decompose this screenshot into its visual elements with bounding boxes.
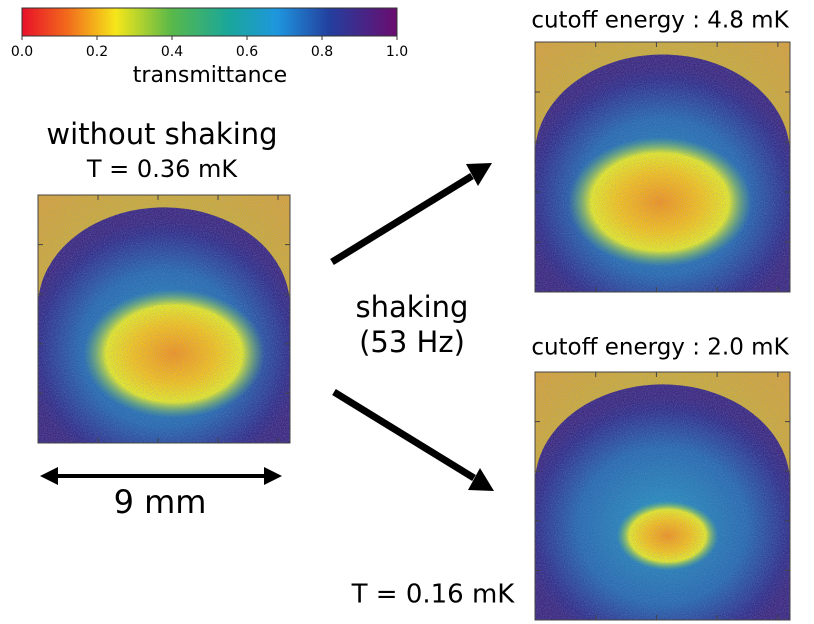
colorbar-tick-label: 0.4 [161, 44, 183, 60]
figure: 0.0 0.2 0.4 0.6 0.8 1.0 transmittance without… [0, 0, 814, 624]
panel-title: cutoff energy : 2.0 mK [531, 335, 789, 361]
colorbar-tick-label: 0.8 [311, 44, 333, 60]
image-noise [38, 195, 290, 443]
colorbar-tick-label: 0.6 [236, 44, 258, 60]
panel-subtitle: T = 0.36 mK [86, 155, 238, 183]
colorbar-tick-label: 1.0 [386, 44, 408, 60]
colorbar-tick-label: 0.2 [86, 44, 108, 60]
panel-title: without shaking [46, 117, 277, 151]
panel-caption: T = 0.16 mK [351, 580, 516, 610]
colorbar-label: transmittance [133, 63, 287, 88]
center-sublabel: (53 Hz) [359, 325, 465, 359]
colorbar-tick-label: 0.0 [11, 44, 33, 60]
scale-label: 9 mm [114, 483, 207, 521]
absorption-image [38, 195, 290, 443]
arrow-up [332, 176, 472, 262]
panel-title: cutoff energy : 4.8 mK [531, 8, 789, 34]
image-noise [535, 372, 790, 620]
colorbar [22, 8, 397, 36]
center-label: shaking [356, 290, 469, 324]
absorption-image [535, 42, 790, 292]
absorption-image [535, 372, 790, 620]
image-noise [535, 42, 790, 292]
arrow-down [334, 392, 474, 478]
